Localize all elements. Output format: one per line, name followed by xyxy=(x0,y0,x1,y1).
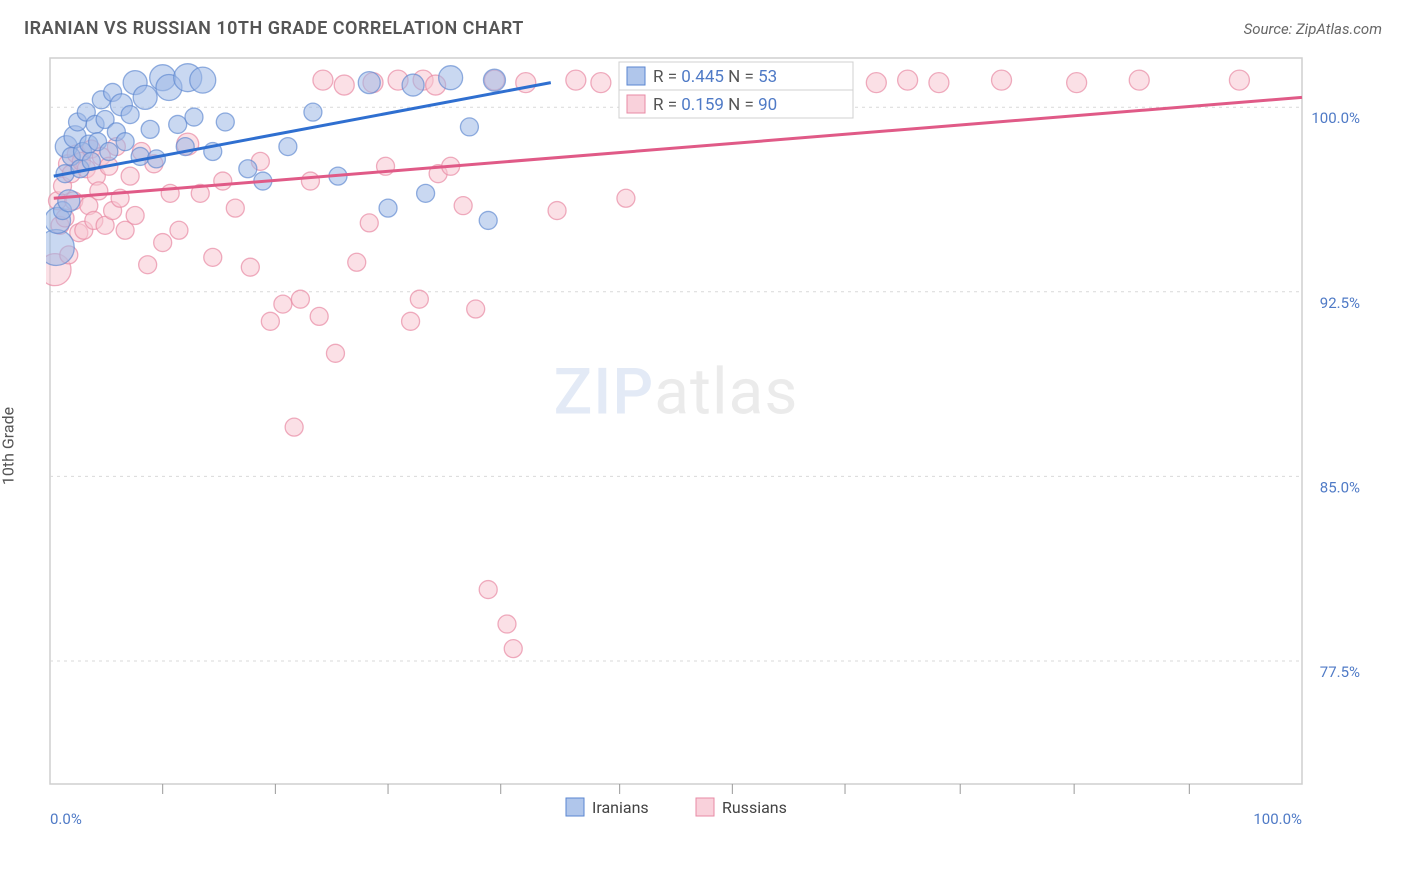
data-point xyxy=(1229,70,1249,90)
data-point xyxy=(898,70,918,90)
data-point xyxy=(460,118,478,136)
data-point xyxy=(439,66,463,90)
legend-swatch xyxy=(566,798,584,816)
data-point xyxy=(417,184,435,202)
data-point xyxy=(504,640,522,658)
legend-label: Russians xyxy=(722,798,787,817)
data-point xyxy=(131,147,149,165)
data-point xyxy=(379,199,397,217)
stats-row: R = 0.445 N = 53 xyxy=(653,67,777,87)
data-point xyxy=(479,211,497,229)
data-point xyxy=(139,256,157,274)
data-point xyxy=(100,143,118,161)
data-point xyxy=(358,72,380,94)
data-point xyxy=(90,182,108,200)
data-point xyxy=(226,199,244,217)
plot-area: 77.5% 85.0% 92.5% 100.0% 0.0% 100.0% ZIPatlas R… xyxy=(46,52,1382,852)
data-point xyxy=(591,73,611,93)
data-point xyxy=(866,73,886,93)
x-tick-label: 0.0% xyxy=(50,810,82,828)
data-point xyxy=(261,312,279,330)
data-point xyxy=(216,113,234,131)
data-point xyxy=(274,295,292,313)
data-point xyxy=(326,344,344,362)
legend-swatch xyxy=(627,67,645,85)
data-point xyxy=(410,290,428,308)
chart-header: IRANIAN VS RUSSIAN 10TH GRADE CORRELATIO… xyxy=(24,18,1382,39)
data-point xyxy=(126,207,144,225)
scatter-chart: 77.5% 85.0% 92.5% 100.0% 0.0% 100.0% ZIPatlas R… xyxy=(46,52,1372,832)
data-point xyxy=(304,103,322,121)
data-point xyxy=(310,307,328,325)
data-point xyxy=(1067,73,1087,93)
data-point xyxy=(301,172,319,190)
data-point xyxy=(121,167,139,185)
data-point xyxy=(334,75,354,95)
legend-label: Iranians xyxy=(592,798,649,817)
y-axis-label: 10th Grade xyxy=(0,407,18,485)
data-point xyxy=(348,253,366,271)
x-tick-label: 100.0% xyxy=(1253,810,1302,828)
data-point xyxy=(190,67,216,93)
data-point xyxy=(548,202,566,220)
y-tick-label: 85.0% xyxy=(1320,478,1360,496)
data-point xyxy=(185,108,203,126)
data-point xyxy=(133,85,157,109)
data-point xyxy=(116,133,134,151)
data-point xyxy=(58,190,80,212)
data-point xyxy=(141,120,159,138)
data-point xyxy=(169,115,187,133)
stats-row: R = 0.159 N = 90 xyxy=(653,95,777,115)
data-point xyxy=(285,418,303,436)
legend-swatch xyxy=(627,95,645,113)
data-point xyxy=(241,258,259,276)
stats-box: R = 0.445 N = 53 R = 0.159 N = 90 xyxy=(619,62,853,118)
data-point xyxy=(479,581,497,599)
y-tick-label: 92.5% xyxy=(1320,294,1360,312)
data-point xyxy=(214,172,232,190)
y-tick-label: 77.5% xyxy=(1320,663,1360,681)
data-point xyxy=(279,138,297,156)
data-point xyxy=(467,300,485,318)
data-point xyxy=(360,214,378,232)
data-point xyxy=(483,69,505,91)
chart-title: IRANIAN VS RUSSIAN 10TH GRADE CORRELATIO… xyxy=(24,18,524,39)
data-point xyxy=(929,73,949,93)
data-point xyxy=(121,106,139,124)
data-point xyxy=(566,70,586,90)
bottom-legend: Iranians Russians xyxy=(566,798,787,817)
data-point xyxy=(313,70,333,90)
data-point xyxy=(402,312,420,330)
data-point xyxy=(454,197,472,215)
data-point xyxy=(617,189,635,207)
data-point xyxy=(1129,70,1149,90)
watermark: ZIPatlas xyxy=(554,355,799,430)
data-point xyxy=(498,615,516,633)
data-point xyxy=(992,70,1012,90)
y-tick-label: 100.0% xyxy=(1311,109,1360,127)
data-point xyxy=(204,248,222,266)
data-point xyxy=(154,234,172,252)
data-point xyxy=(170,221,188,239)
chart-source: Source: ZipAtlas.com xyxy=(1244,20,1382,38)
data-point xyxy=(239,160,257,178)
data-point xyxy=(291,290,309,308)
legend-swatch xyxy=(696,798,714,816)
data-point xyxy=(402,74,424,96)
